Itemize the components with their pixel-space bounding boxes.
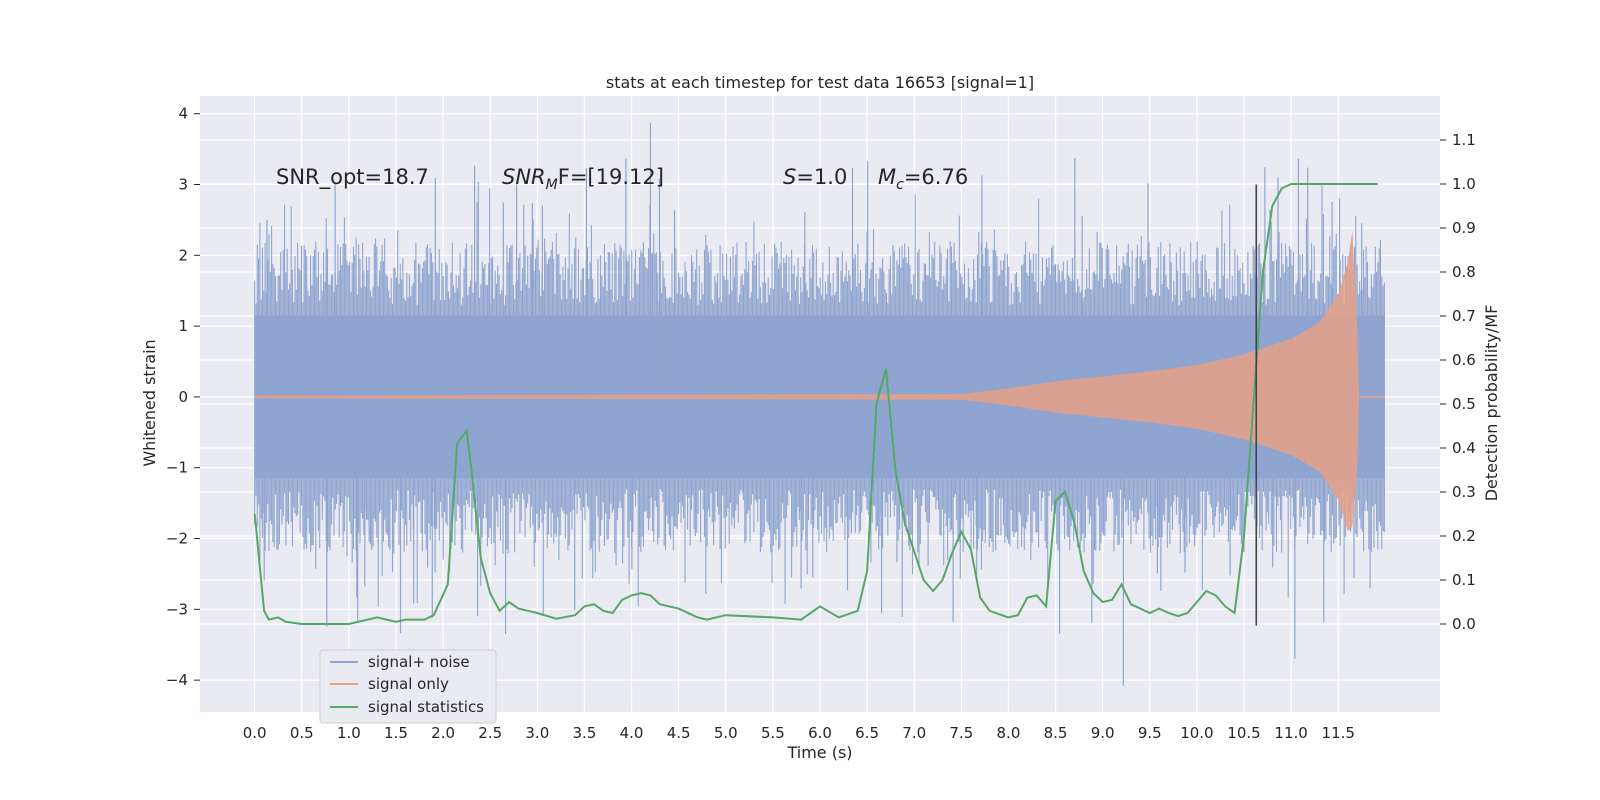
x-tick-label: 2.5 — [478, 724, 502, 742]
y-axis-label-left: Whitened strain — [140, 339, 159, 466]
x-tick-label: 4.0 — [620, 724, 644, 742]
y-right-tick-label: 0.4 — [1452, 439, 1476, 457]
x-tick-label: 6.0 — [808, 724, 832, 742]
y-right-tick-label: 0.3 — [1452, 483, 1476, 501]
y-right-tick-label: 0.8 — [1452, 263, 1476, 281]
y-right-tick-label: 0.2 — [1452, 527, 1476, 545]
x-tick-label: 11.5 — [1322, 724, 1355, 742]
y-right-tick-label: 0.1 — [1452, 571, 1476, 589]
y-right-tick-label: 0.9 — [1452, 219, 1476, 237]
y-right-tick-label: 0.5 — [1452, 395, 1476, 413]
annotation-snr-opt: SNR_opt=18.7 — [276, 165, 429, 190]
x-tick-label: 1.0 — [337, 724, 361, 742]
annotation-snr-mf: SNRMF=[19.12] — [502, 165, 664, 193]
x-tick-label: 11.0 — [1274, 724, 1307, 742]
x-tick-label: 8.0 — [997, 724, 1021, 742]
axis-ticks: 0.0 0.5 1.0 1.5 2.0 2.5 3.0 3.5 4.0 4.5 5.0 5.5 6.0 6… — [166, 105, 1476, 742]
x-tick-label: 10.5 — [1227, 724, 1260, 742]
legend-label-noise: signal+ noise — [368, 653, 470, 671]
x-tick-label: 3.5 — [573, 724, 597, 742]
x-tick-label: 9.5 — [1138, 724, 1162, 742]
chart-title: stats at each timestep for test data 166… — [606, 73, 1034, 92]
y-right-tick-label: 0.7 — [1452, 307, 1476, 325]
y-left-tick-label: −1 — [166, 459, 188, 477]
y-left-tick-label: 1 — [178, 317, 188, 335]
signal-envelope — [254, 230, 1360, 532]
legend-label-signal: signal only — [368, 675, 449, 693]
signal-only-series — [254, 230, 1385, 532]
y-left-tick-label: 2 — [178, 246, 188, 264]
x-tick-label: 2.0 — [431, 724, 455, 742]
noise-spikes — [263, 122, 1363, 686]
x-tick-label: 9.0 — [1091, 724, 1115, 742]
x-tick-label: 1.5 — [384, 724, 408, 742]
y-right-tick-label: 1.1 — [1452, 131, 1476, 149]
legend-label-stats: signal statistics — [368, 698, 484, 716]
annotation-s: S=1.0 — [783, 165, 847, 189]
stat-line — [253, 183, 1378, 625]
legend-box — [319, 649, 497, 724]
x-tick-label: 5.0 — [714, 724, 738, 742]
x-tick-label: 4.5 — [667, 724, 691, 742]
y-left-tick-label: 4 — [178, 105, 188, 123]
y-left-tick-label: 3 — [178, 176, 188, 194]
y-left-tick-label: −3 — [166, 600, 188, 618]
y-right-tick-label: 0.0 — [1452, 615, 1476, 633]
y-left-tick-label: −2 — [166, 530, 188, 548]
y-left-tick-label: 0 — [178, 388, 188, 406]
y-axis-label-right: Detection probability/MF — [1482, 305, 1501, 502]
signal-statistics-series — [253, 183, 1378, 625]
x-tick-label: 6.5 — [855, 724, 879, 742]
x-tick-label: 7.0 — [902, 724, 926, 742]
x-tick-label: 10.0 — [1180, 724, 1213, 742]
x-tick-label: 0.0 — [243, 724, 267, 742]
y-right-tick-label: 0.6 — [1452, 351, 1476, 369]
x-tick-label: 8.5 — [1044, 724, 1068, 742]
y-left-tick-label: −4 — [166, 671, 188, 689]
x-tick-label: 5.5 — [761, 724, 785, 742]
legend: signal+ noise signal only signal statist… — [319, 649, 497, 724]
x-tick-label: 0.5 — [290, 724, 314, 742]
x-tick-label: 7.5 — [949, 724, 973, 742]
x-axis-label: Time (s) — [786, 743, 852, 762]
y-right-tick-label: 1.0 — [1452, 175, 1476, 193]
annotation-mc: Mc=6.76 — [878, 165, 968, 193]
x-tick-label: 3.0 — [525, 724, 549, 742]
